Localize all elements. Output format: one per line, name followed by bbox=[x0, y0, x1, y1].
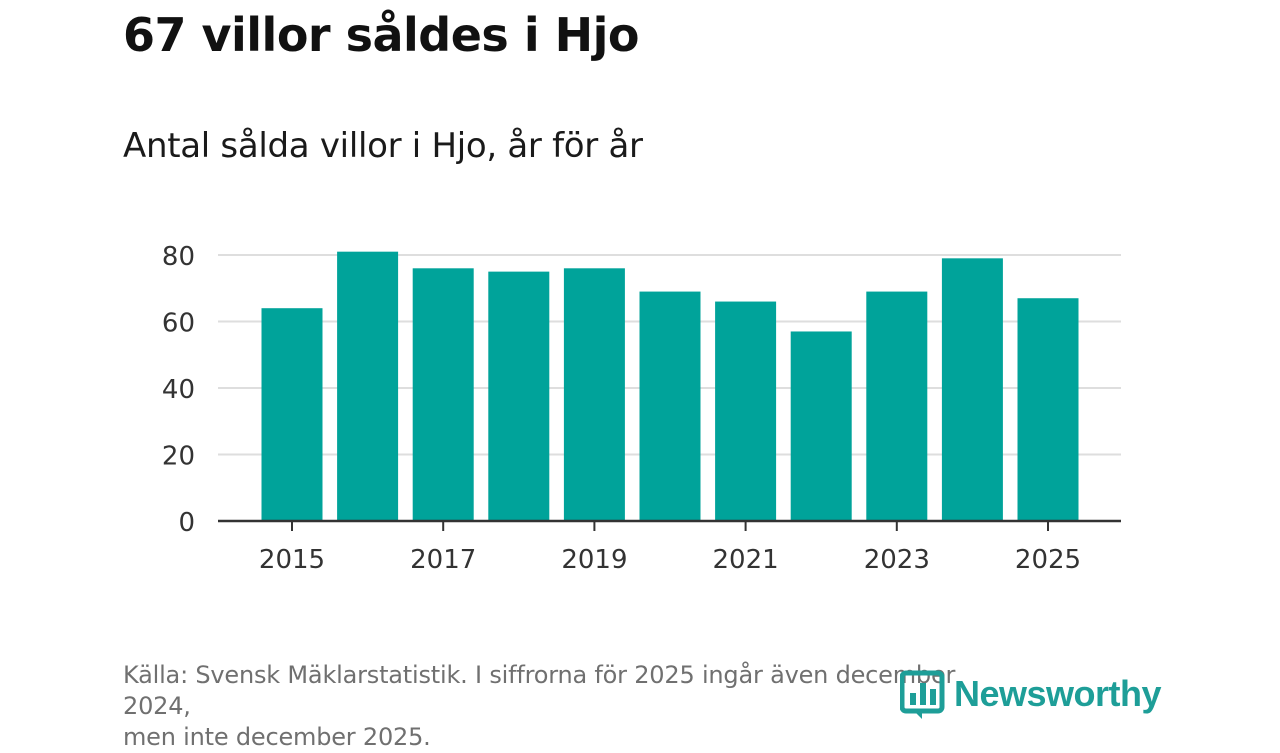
source-line-2: men inte december 2025. bbox=[123, 722, 1023, 753]
y-tick-label: 80 bbox=[162, 242, 195, 272]
x-tick-label: 2023 bbox=[864, 545, 930, 575]
bar-2016 bbox=[337, 252, 398, 521]
bars bbox=[262, 252, 1079, 521]
bar-2025 bbox=[1018, 298, 1079, 521]
bar-2022 bbox=[791, 331, 852, 521]
bar-2021 bbox=[715, 302, 776, 521]
x-tick-label: 2017 bbox=[410, 545, 476, 575]
bar-2020 bbox=[640, 292, 701, 521]
y-tick-label: 0 bbox=[178, 508, 195, 538]
source-line-1: Källa: Svensk Mäklarstatistik. I siffror… bbox=[123, 660, 1023, 722]
bar-2024 bbox=[942, 258, 1003, 521]
bar-2018 bbox=[488, 272, 549, 521]
x-tick-label: 2019 bbox=[561, 545, 627, 575]
bar-2023 bbox=[866, 292, 927, 521]
bar-chart: 0 20 40 60 80 2015 2017 2019 2021 2023 2025 bbox=[0, 0, 1280, 720]
bar-chart-logo-icon bbox=[900, 669, 946, 719]
logo-text: Newsworthy bbox=[954, 673, 1161, 715]
y-tick-label: 40 bbox=[162, 375, 195, 405]
bar-2019 bbox=[564, 268, 625, 521]
bar-2015 bbox=[262, 308, 323, 521]
x-tick-label: 2021 bbox=[713, 545, 779, 575]
y-tick-label: 60 bbox=[162, 309, 195, 339]
x-tick-label: 2015 bbox=[259, 545, 325, 575]
source-note: Källa: Svensk Mäklarstatistik. I siffror… bbox=[123, 660, 1023, 753]
newsworthy-logo: Newsworthy bbox=[900, 668, 1161, 720]
y-tick-label: 20 bbox=[162, 442, 195, 472]
bar-2017 bbox=[413, 268, 474, 521]
x-tick-label: 2025 bbox=[1015, 545, 1081, 575]
